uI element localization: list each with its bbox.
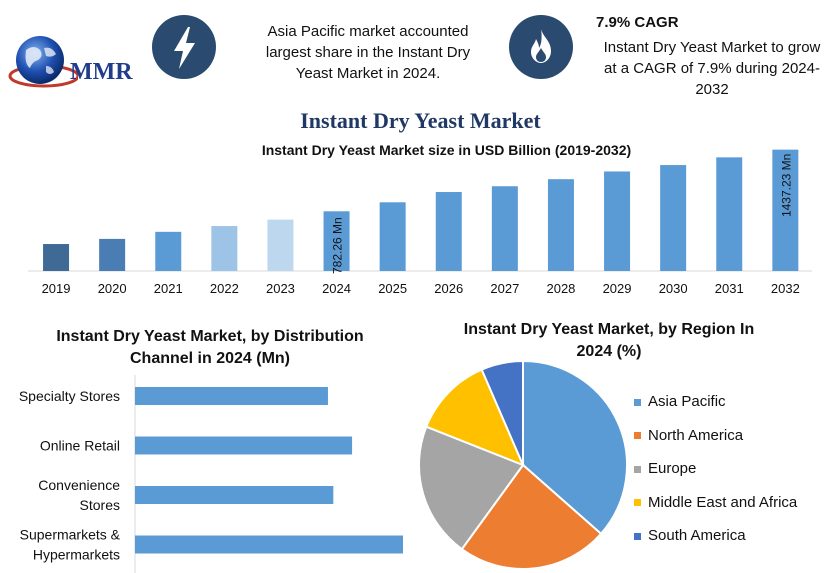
legend-item: North America — [634, 427, 743, 444]
distribution-title-line: Channel in 2024 (Mn) — [129, 350, 291, 367]
legend-item: Middle East and Africa — [634, 494, 797, 511]
x-tick-label: 2032 — [771, 281, 800, 296]
legend-label: South America — [648, 527, 746, 544]
x-tick-label: 2019 — [42, 281, 71, 296]
x-tick-label: 2031 — [715, 281, 744, 296]
bar-2028 — [547, 179, 574, 271]
distribution-bar-chart: Specialty Stores Online Retail Convenience… — [19, 375, 403, 573]
region-pie-chart — [418, 359, 628, 570]
logo-text: MMR — [70, 59, 133, 85]
hbar-online-retail — [135, 436, 353, 455]
legend-swatch — [634, 465, 641, 473]
info-line: Asia Pacific market accounted — [267, 23, 469, 40]
info-line: Instant Dry Yeast Market to grow — [603, 39, 821, 56]
mmr-logo: MMR — [8, 28, 143, 98]
pie-slice-asia-pacific — [522, 359, 628, 536]
hbar-supermarkets-hypermarkets — [135, 535, 403, 554]
bar-2031 — [716, 157, 743, 271]
x-tick-label: 2022 — [210, 281, 239, 296]
x-tick-label: 2028 — [546, 281, 575, 296]
distribution-title-line: Instant Dry Yeast Market, by Distributio… — [56, 328, 364, 345]
pie-slice-south-america — [480, 359, 524, 466]
category-label: Hypermarkets — [33, 547, 120, 563]
pie-slice-europe — [418, 425, 525, 551]
category-label: Stores — [80, 497, 120, 513]
info-text-cagr: Instant Dry Yeast Market to grow at a CA… — [585, 37, 831, 100]
region-title-line: Instant Dry Yeast Market, by Region In — [463, 321, 755, 338]
x-tick-label: 2029 — [603, 281, 632, 296]
legend-swatch — [634, 532, 641, 540]
legend-swatch — [634, 432, 641, 440]
x-tick-label: 2030 — [659, 281, 688, 296]
bar-2029 — [604, 171, 631, 271]
hbar-convenience-stores — [135, 486, 334, 504]
hbar-specialty-stores — [135, 387, 328, 405]
info-text-asia-pacific: Asia Pacific market accounted largest sh… — [243, 21, 493, 84]
category-label: Specialty Stores — [19, 388, 120, 404]
x-tick-label: 2020 — [98, 281, 127, 296]
cagr-title: 7.9% CAGR — [596, 14, 679, 31]
bar-2019 — [43, 244, 70, 271]
data-label: 1437.23 Mn — [779, 154, 793, 217]
category-label: Convenience — [38, 477, 120, 493]
category-label: Supermarkets & — [20, 527, 121, 543]
flame-icon — [509, 15, 573, 79]
bar-2030 — [660, 165, 687, 271]
bar-2032 — [772, 149, 799, 271]
distribution-chart-title: Instant Dry Yeast Market, by Distributio… — [40, 326, 380, 370]
legend-item: South America — [634, 527, 746, 544]
page-title: Instant Dry Yeast Market — [300, 108, 541, 133]
x-tick-label: 2023 — [266, 281, 295, 296]
pie-slice-north-america — [460, 463, 603, 570]
data-label: 782.26 Mn — [331, 217, 345, 274]
category-label: Online Retail — [40, 438, 120, 454]
region-chart-title: Instant Dry Yeast Market, by Region In 2… — [424, 319, 794, 363]
info-line: at a CAGR of 7.9% during 2024- — [604, 60, 820, 77]
market-size-chart-title: Instant Dry Yeast Market size in USD Bil… — [261, 142, 632, 158]
x-tick-label: 2026 — [434, 281, 463, 296]
legend-label: Middle East and Africa — [648, 493, 798, 511]
legend-item: Europe — [634, 460, 696, 477]
info-line: largest share in the Instant Dry — [265, 44, 471, 61]
x-tick-label: 2021 — [154, 281, 183, 296]
legend-swatch — [634, 499, 641, 507]
x-tick-label: 2025 — [378, 281, 407, 296]
globe-icon — [8, 36, 78, 88]
lightning-bolt-icon — [152, 15, 216, 79]
info-line: 2032 — [695, 81, 729, 98]
legend-swatch — [634, 398, 641, 406]
bar-2023 — [267, 219, 294, 271]
bar-2021 — [155, 231, 182, 271]
x-tick-label: 2024 — [322, 281, 351, 296]
bar-2020 — [99, 238, 126, 271]
bar-2022 — [211, 226, 238, 271]
pie-slice-middle-east-and-africa — [425, 368, 525, 467]
region-title-line: 2024 (%) — [576, 343, 642, 360]
bar-2026 — [435, 192, 462, 271]
legend-label: Europe — [648, 460, 697, 477]
bar-2027 — [491, 186, 518, 271]
bar-2024 — [323, 211, 350, 271]
info-line: Yeast Market in 2024. — [295, 65, 441, 82]
legend-label: North America — [648, 426, 744, 444]
x-tick-label: 2027 — [490, 281, 519, 296]
market-size-bar-chart: 2019 2020 2021 2022 2023 2024 782.26 Mn 2025 202… — [28, 149, 812, 296]
legend-item: Asia Pacific — [634, 393, 726, 410]
legend-label: Asia Pacific — [648, 393, 726, 410]
bar-2025 — [379, 202, 406, 271]
